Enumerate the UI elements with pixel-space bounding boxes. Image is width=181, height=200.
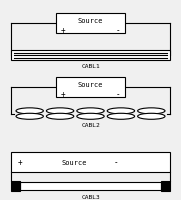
Bar — [161, 181, 170, 191]
Text: Source: Source — [62, 159, 87, 165]
Ellipse shape — [46, 108, 74, 114]
Bar — [11, 181, 20, 191]
Text: Source: Source — [78, 82, 103, 88]
Ellipse shape — [16, 108, 43, 114]
Bar — [11, 152, 170, 172]
Text: +: + — [61, 90, 66, 98]
Ellipse shape — [107, 114, 135, 120]
Text: +: + — [61, 26, 66, 34]
Text: -: - — [115, 90, 120, 98]
Text: CABL1: CABL1 — [81, 63, 100, 68]
Ellipse shape — [77, 114, 104, 120]
Text: -: - — [113, 158, 118, 166]
Text: -: - — [115, 26, 120, 34]
Ellipse shape — [107, 108, 135, 114]
Bar — [20, 182, 161, 190]
Bar — [11, 51, 170, 61]
Text: CABL3: CABL3 — [81, 194, 100, 199]
Ellipse shape — [138, 114, 165, 120]
Bar — [56, 78, 125, 98]
Text: +: + — [18, 158, 22, 166]
Ellipse shape — [16, 114, 43, 120]
Text: CABL2: CABL2 — [81, 122, 100, 127]
Ellipse shape — [77, 108, 104, 114]
Ellipse shape — [138, 108, 165, 114]
Ellipse shape — [46, 114, 74, 120]
Bar — [56, 14, 125, 34]
Text: Source: Source — [78, 18, 103, 24]
